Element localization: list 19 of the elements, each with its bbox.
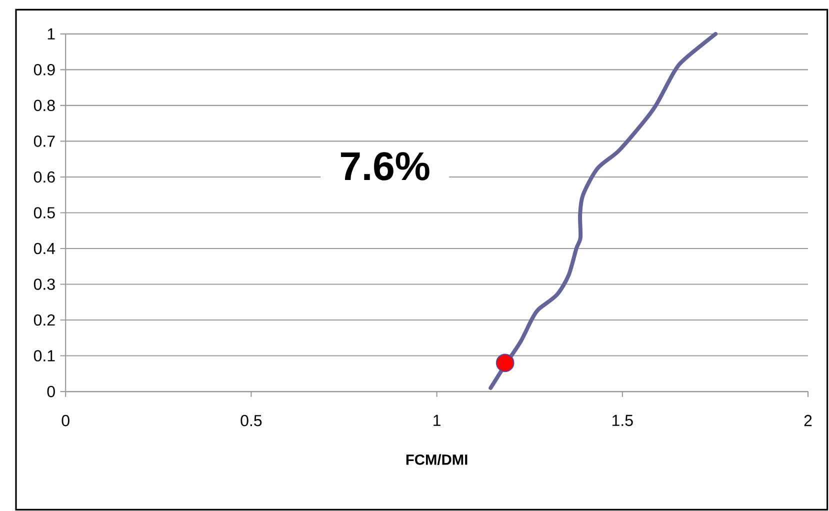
x-tick-label: 2 — [804, 414, 812, 426]
x-tick-label: 0 — [62, 414, 70, 426]
x-axis-title: FCM/DMI — [406, 454, 468, 465]
line-series — [488, 32, 718, 390]
y-tick-label: 0.5 — [34, 207, 55, 218]
y-tick-label: 0.6 — [34, 171, 55, 183]
y-tick-label: 1 — [48, 28, 55, 40]
y-tick-label: 0.2 — [34, 314, 55, 326]
y-tick-label: 0 — [47, 386, 55, 398]
annotation: 7.6% — [340, 152, 430, 180]
y-tick-label: 0.1 — [34, 350, 55, 362]
y-tick-label: 0.7 — [34, 136, 55, 147]
y-tick-label: 0.8 — [34, 100, 55, 112]
x-tick-label: 1 — [434, 414, 440, 426]
y-tick-label: 0.3 — [34, 278, 55, 290]
y-tick-label: 0.4 — [34, 242, 56, 254]
y-tick-label: 0.9 — [34, 64, 55, 76]
x-tick-label: 1.5 — [612, 414, 633, 426]
x-tick-label: 0.5 — [240, 414, 262, 426]
